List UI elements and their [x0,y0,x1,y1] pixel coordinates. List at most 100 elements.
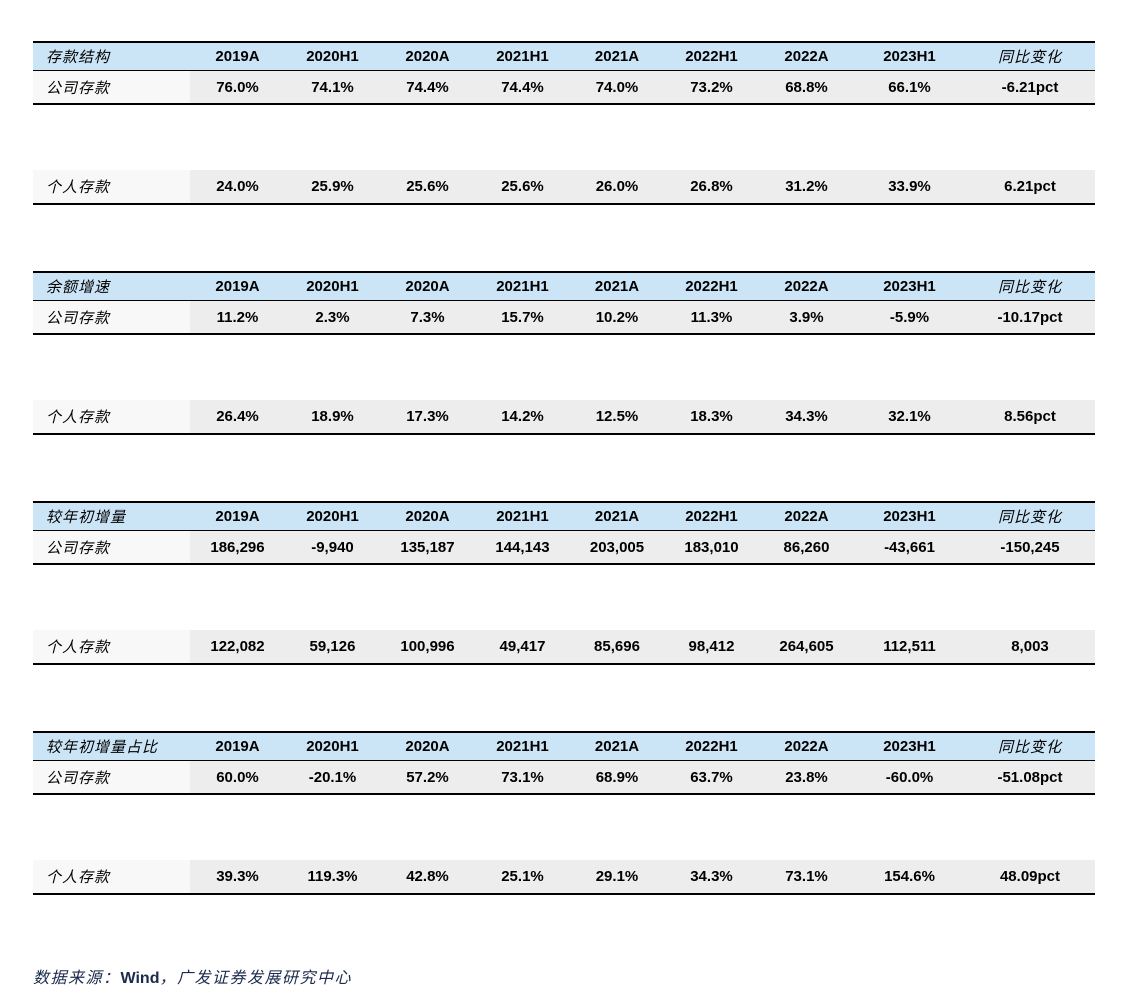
value-cell: 29.1% [570,860,664,893]
column-header: 2021A [594,738,640,755]
table-header-row: 较年初增量 2019A 2020H1 2020A 2021H1 2021A 2022H1 20… [33,501,1095,531]
column-header: 2020H1 [306,738,359,755]
column-header: 2021H1 [496,48,549,65]
value-cell: 42.8% [380,860,475,893]
column-header: 同比变化 [997,280,1062,296]
column-header: 2021A [594,508,640,525]
footer-prefix: 数据来源： [33,970,121,987]
section-title: 较年初增量 [46,510,127,526]
value-cell: 32.1% [854,400,965,433]
value-cell: 74.0% [570,71,664,103]
value-cell: 39.3% [190,860,285,893]
value-cell: 73.1% [475,761,570,793]
value-cell: 17.3% [380,400,475,433]
value-cell: 122,082 [190,630,285,663]
column-header: 同比变化 [997,50,1062,66]
row-gap [33,335,1095,400]
value-cell: 34.3% [759,400,854,433]
column-header: 2020A [405,278,450,295]
column-header: 2022H1 [685,278,738,295]
table-section-4: 较年初增量占比 2019A 2020H1 2020A 2021H1 2021A 2022H1… [33,731,1095,895]
column-header: 2020A [405,508,450,525]
value-cell: 3.9% [759,301,854,333]
column-header: 2019A [215,508,260,525]
table-section-2: 余额增速 2019A 2020H1 2020A 2021H1 2021A 2022H1 202… [33,271,1095,435]
value-cell: 26.8% [664,170,759,203]
value-cell: -51.08pct [965,761,1095,793]
table-row: 公司存款 60.0% -20.1% 57.2% 73.1% 68.9% 63.7% 23.8%… [33,761,1095,795]
column-header: 2022A [784,278,829,295]
value-cell: 8.56pct [965,400,1095,433]
value-cell: 48.09pct [965,860,1095,893]
value-cell: 144,143 [475,531,570,563]
value-cell: 74.4% [475,71,570,103]
value-cell: 2.3% [285,301,380,333]
column-header: 2019A [215,48,260,65]
column-header: 2020H1 [306,278,359,295]
column-header: 同比变化 [997,740,1062,756]
value-cell: 264,605 [759,630,854,663]
value-cell: 76.0% [190,71,285,103]
value-cell: 18.3% [664,400,759,433]
row-gap [33,795,1095,860]
table-row: 公司存款 186,296 -9,940 135,187 144,143 203,005 18… [33,531,1095,565]
value-cell: 98,412 [664,630,759,663]
table-section-3: 较年初增量 2019A 2020H1 2020A 2021H1 2021A 2022H1 20… [33,501,1095,665]
column-header: 2020A [405,738,450,755]
value-cell: 25.1% [475,860,570,893]
table-header-row: 余额增速 2019A 2020H1 2020A 2021H1 2021A 2022H1 202… [33,271,1095,301]
value-cell: 11.3% [664,301,759,333]
value-cell: 33.9% [854,170,965,203]
table-row: 个人存款 26.4% 18.9% 17.3% 14.2% 12.5% 18.3% 34.3% 3… [33,400,1095,435]
value-cell: 73.1% [759,860,854,893]
value-cell: 49,417 [475,630,570,663]
value-cell: 26.0% [570,170,664,203]
value-cell: 26.4% [190,400,285,433]
value-cell: 7.3% [380,301,475,333]
value-cell: 183,010 [664,531,759,563]
value-cell: 6.21pct [965,170,1095,203]
table-row: 公司存款 76.0% 74.1% 74.4% 74.4% 74.0% 73.2% 68.8% 6… [33,71,1095,105]
value-cell: 154.6% [854,860,965,893]
value-cell: -150,245 [965,531,1095,563]
value-cell: 11.2% [190,301,285,333]
section-title: 余额增速 [46,280,111,296]
value-cell: 186,296 [190,531,285,563]
column-header: 同比变化 [997,510,1062,526]
row-gap [33,565,1095,630]
value-cell: 18.9% [285,400,380,433]
value-cell: 8,003 [965,630,1095,663]
column-header: 2021H1 [496,738,549,755]
data-source-footer: 数据来源：Wind，广发证券发展研究中心 [33,964,352,988]
value-cell: 73.2% [664,71,759,103]
table-row: 个人存款 122,082 59,126 100,996 49,417 85,696 98,4… [33,630,1095,665]
column-header: 2022H1 [685,508,738,525]
column-header: 2022A [784,48,829,65]
value-cell: 57.2% [380,761,475,793]
column-header: 2021A [594,278,640,295]
column-header: 2022H1 [685,48,738,65]
column-header: 2023H1 [883,48,936,65]
row-label: 个人存款 [33,400,190,433]
column-header: 2021A [594,48,640,65]
column-header: 2022A [784,738,829,755]
value-cell: -20.1% [285,761,380,793]
value-cell: -6.21pct [965,71,1095,103]
column-header: 2022H1 [685,738,738,755]
value-cell: -10.17pct [965,301,1095,333]
footer-source-name: Wind [120,970,160,987]
value-cell: -60.0% [854,761,965,793]
value-cell: 74.1% [285,71,380,103]
value-cell: -9,940 [285,531,380,563]
value-cell: 119.3% [285,860,380,893]
value-cell: 14.2% [475,400,570,433]
value-cell: 74.4% [380,71,475,103]
value-cell: 25.9% [285,170,380,203]
value-cell: 100,996 [380,630,475,663]
column-header: 2021H1 [496,508,549,525]
section-title: 较年初增量占比 [46,740,159,756]
column-header: 2023H1 [883,278,936,295]
value-cell: 15.7% [475,301,570,333]
column-header: 2021H1 [496,278,549,295]
